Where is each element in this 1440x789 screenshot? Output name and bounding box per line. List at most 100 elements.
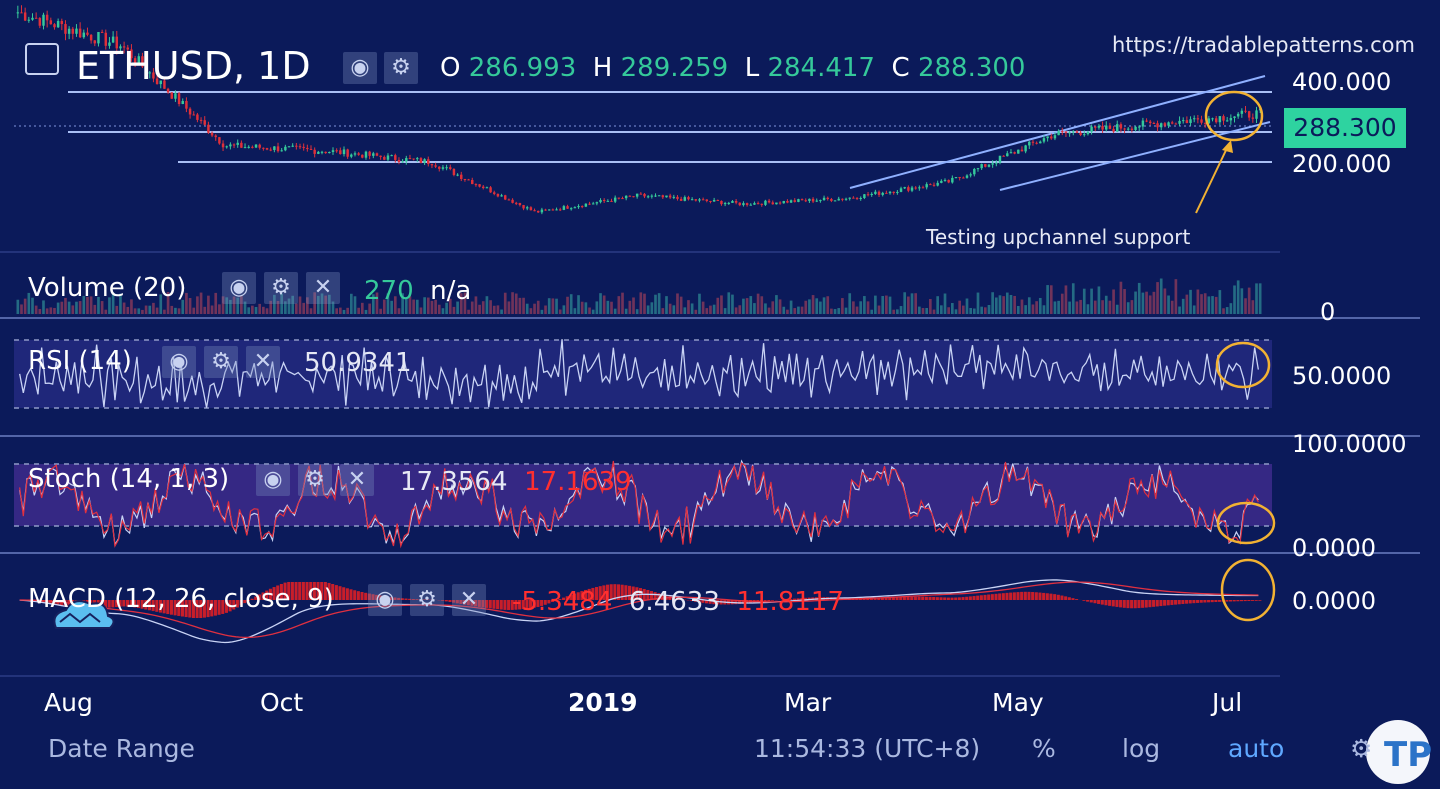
gear-icon[interactable]: ⚙ [298,464,332,496]
macd-hist-bar [1009,592,1013,600]
volume-bar [243,301,247,314]
macd-hist-bar [573,593,577,600]
macd-hist-bar [1119,600,1123,608]
candle-body [991,163,994,165]
eye-icon[interactable]: ◉ [343,52,377,84]
macd-hist-bar [770,600,774,601]
candle-body [441,167,445,169]
macd-hist-bar [41,600,45,603]
volume-bar [1086,304,1090,314]
volume-bar [1060,293,1064,314]
macd-hist-bar [173,600,177,616]
macd-hist-bar [598,586,602,600]
close-icon[interactable]: ✕ [246,346,280,378]
volume-bar [1192,305,1196,314]
macd-hist-bar [279,583,283,600]
macd-hist-bar [906,596,910,600]
gear-icon[interactable]: ⚙ [204,346,238,378]
x-tick-2019: 2019 [568,688,638,717]
macd-hist-bar [496,600,500,610]
candle-body [874,191,877,194]
macd-hist-bar [114,600,119,608]
macd-hist-bar [877,597,881,600]
volume-bar [159,294,163,314]
volume-bar [1024,305,1027,314]
eye-icon[interactable]: ◉ [222,272,256,304]
candle-body [837,198,840,201]
volume-bar [478,304,481,314]
candle-body [844,198,848,200]
gear-icon[interactable]: ⚙ [1350,734,1373,763]
volume-bar [1170,300,1174,314]
volume-bar [1035,301,1038,314]
volume-bar [793,308,797,314]
candle-body [137,56,140,64]
candle-body [793,200,796,202]
volume-bar [320,293,324,314]
candle-body [159,80,162,85]
volume-bar [742,298,745,314]
macd-hist-bar [404,598,408,600]
candle-body [569,208,573,210]
macd-hist-bar [917,596,921,600]
volume-bar [163,309,166,314]
volume-bar [1005,292,1009,314]
candle-body [372,153,375,156]
log-toggle[interactable]: log [1122,734,1161,763]
macd-hist-bar [745,600,749,604]
volume-bar [679,296,683,314]
price-candles [16,5,1262,215]
volume-bar [1233,285,1236,314]
percent-toggle[interactable]: % [1032,734,1056,763]
candle-body [390,155,393,157]
macd-hist-bar [481,600,485,608]
gear-icon[interactable]: ⚙ [410,584,444,616]
macd-hist-bar [331,584,335,600]
volume-bar [240,295,243,314]
macd-hist-bar [569,594,573,600]
macd-hist-bar [217,600,221,615]
macd-hist-bar [411,599,415,600]
candle-body [262,147,265,149]
volume-bar [379,308,382,314]
candle-body [826,197,829,200]
volume-bar [745,298,749,314]
eye-icon[interactable]: ◉ [256,464,290,496]
auto-toggle[interactable]: auto [1228,734,1285,763]
candle-body [1240,110,1244,114]
candle-body [540,209,544,213]
candle-body [298,146,302,148]
volume-bar [78,301,82,314]
candle-body [258,144,261,148]
eye-icon[interactable]: ◉ [368,584,402,616]
close-icon[interactable]: ✕ [452,584,486,616]
macd-hist-bar [1104,600,1108,606]
x-tick-mar: Mar [784,688,832,717]
gear-icon[interactable]: ⚙ [264,272,298,304]
close-icon[interactable]: ✕ [306,272,340,304]
gear-icon[interactable]: ⚙ [384,52,418,84]
candle-body [646,196,650,198]
volume-bar [1009,294,1013,314]
candle-body [1108,125,1112,129]
date-range-button[interactable]: Date Range [48,734,195,763]
candle-body [914,187,917,189]
candle-body [276,146,280,152]
macd-hist-bar [309,582,313,600]
candle-body [309,148,313,150]
candle-body [1148,121,1152,123]
macd-hist-bar [595,587,599,600]
volume-bar [155,307,159,314]
candle-body [100,31,104,33]
volume-bar [1064,285,1068,314]
price-tick-400: 400.000 [1292,68,1392,96]
candle-body [108,42,111,46]
candle-body [852,197,855,199]
candle-body [111,36,115,43]
chart-type-icon[interactable] [25,43,59,75]
eye-icon[interactable]: ◉ [162,346,196,378]
macd-hist-bar [1159,600,1163,607]
volume-bar [53,307,56,314]
close-icon[interactable]: ✕ [340,464,374,496]
